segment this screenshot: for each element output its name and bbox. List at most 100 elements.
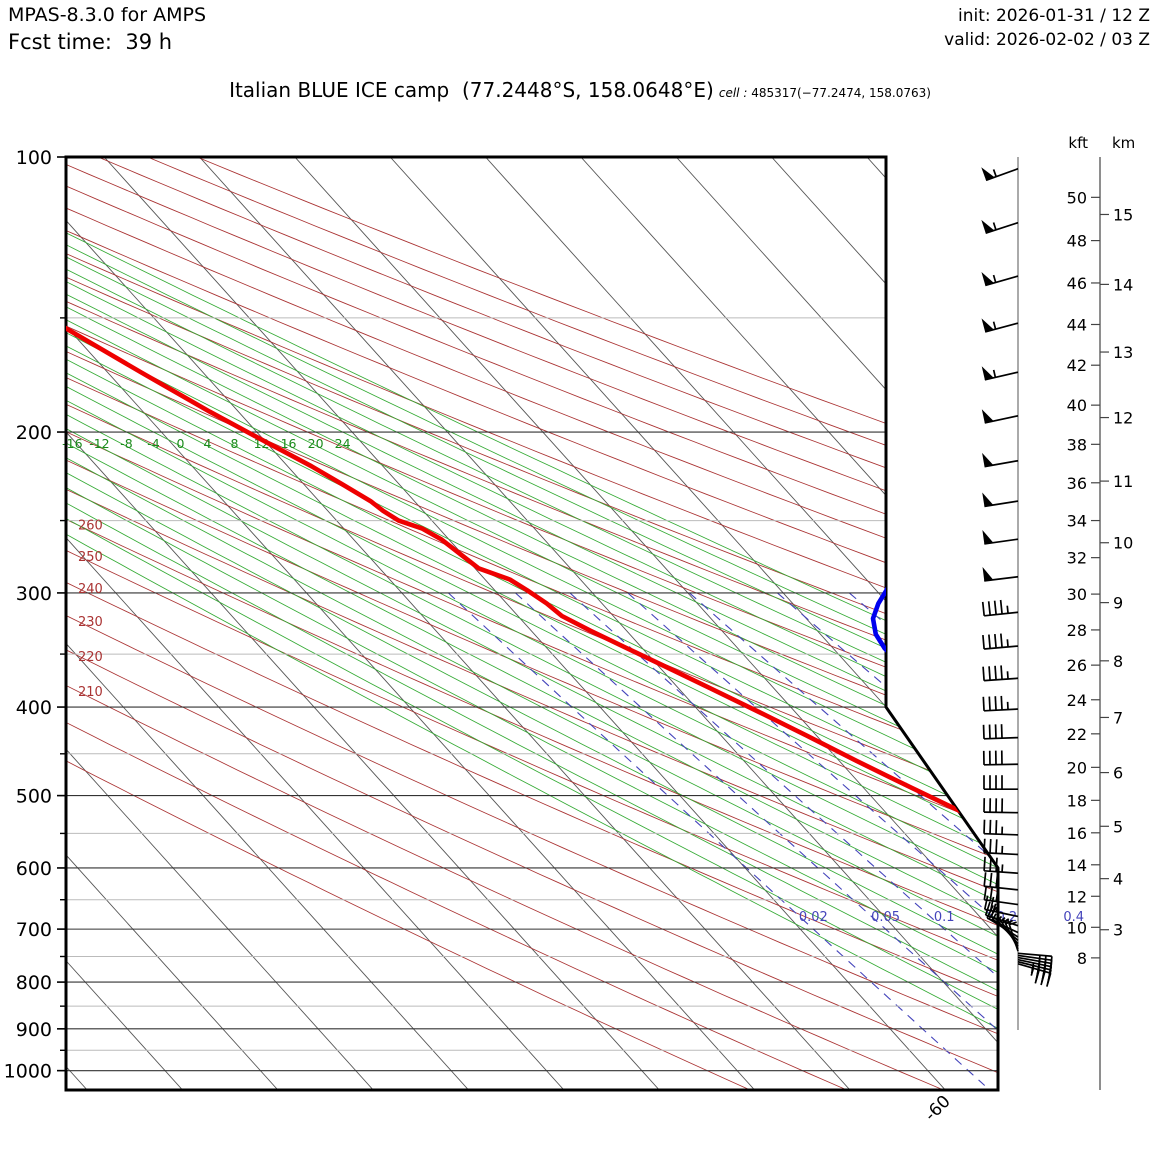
mixing-ratio-line — [689, 592, 998, 1086]
wind-barb — [983, 798, 1019, 814]
isotherm-line — [66, 157, 660, 1090]
moist-adiabat-label: -8 — [120, 436, 133, 451]
cell-separator: : — [739, 86, 752, 100]
kft-tick-label: 38 — [1067, 435, 1087, 454]
kft-tick-label: 12 — [1067, 887, 1087, 906]
moist-adiabat — [66, 157, 998, 1090]
moist-adiabat — [66, 157, 998, 1090]
kft-tick-label: 30 — [1067, 585, 1087, 604]
kft-tick-label: 8 — [1077, 949, 1087, 968]
dry-adiabat — [66, 157, 998, 1090]
pressure-tick-label: 400 — [16, 697, 52, 719]
kft-axis-label: kft — [1068, 134, 1088, 152]
dry-adiabat — [66, 157, 998, 1090]
sounding-temperature-trace — [66, 157, 998, 955]
wind-barb — [981, 271, 1019, 287]
moist-adiabat — [66, 157, 998, 1090]
wind-barb — [981, 599, 1019, 617]
wind-barb — [982, 750, 1019, 766]
wind-barb — [982, 452, 1019, 468]
sounding-dewpoint-trace — [870, 296, 998, 958]
km-tick-label: 9 — [1113, 594, 1123, 613]
isotherm-line — [66, 157, 565, 1090]
isotherm-line — [1153, 157, 1160, 1090]
plot-frame — [64, 155, 1000, 1092]
temperature-tick-label-bottom: -60 — [921, 1092, 955, 1126]
km-tick-label: 14 — [1113, 275, 1133, 294]
mixing-ratio-line — [515, 592, 998, 1086]
dry-adiabat — [66, 157, 998, 1090]
moist-adiabat — [66, 157, 998, 1090]
isotherm-line — [389, 157, 998, 1090]
cell-label: cell — [718, 86, 740, 100]
dry-adiabat — [97, 157, 998, 1090]
isotherm-line — [103, 157, 946, 1090]
wind-barb — [983, 838, 1019, 856]
moist-adiabat — [66, 157, 998, 1090]
kft-tick-label: 16 — [1067, 824, 1087, 843]
isentrope-label: 250 — [78, 550, 103, 565]
dry-adiabat — [66, 157, 998, 1090]
valid-time: valid: 2026-02-02 / 03 Z — [944, 30, 1150, 50]
dry-adiabat — [66, 157, 998, 1090]
isotherm-line — [66, 157, 851, 1090]
wind-barb — [983, 819, 1019, 836]
wind-barb — [982, 695, 1019, 712]
dry-adiabat — [66, 157, 998, 1090]
isotherm-line — [66, 157, 469, 1090]
moist-adiabat — [66, 157, 998, 1090]
moist-adiabat — [66, 157, 998, 1090]
wind-barb — [983, 872, 1019, 891]
kft-tick-label: 20 — [1067, 758, 1087, 777]
station-subtitle: Italian BLUE ICE camp (77.2448°S, 158.06… — [0, 78, 1160, 102]
isotherm-line — [580, 157, 998, 1090]
wind-barb — [981, 366, 1019, 381]
kft-tick-label: 40 — [1067, 396, 1087, 415]
station-coords: (77.2448°S, 158.0648°E) — [461, 78, 714, 102]
dry-adiabat — [66, 157, 998, 1090]
mixing-ratio-line — [569, 592, 998, 1086]
moist-adiabat-label: 24 — [335, 436, 351, 451]
kft-tick-label: 42 — [1067, 356, 1087, 375]
pressure-tick-label: 800 — [16, 972, 52, 994]
dry-adiabat — [66, 157, 998, 1090]
kft-tick-label: 22 — [1067, 725, 1087, 744]
km-tick-label: 5 — [1113, 817, 1123, 836]
mixing-ratio-label: 0.4 — [1063, 910, 1084, 925]
moist-adiabat-label: -4 — [147, 436, 160, 451]
wind-barb — [982, 633, 1019, 650]
isentrope-label: 210 — [78, 685, 103, 700]
dry-adiabat — [66, 157, 998, 1090]
cell-info: cell : 485317(−77.2474, 158.0763) — [719, 86, 931, 100]
kft-tick-label: 26 — [1067, 656, 1087, 675]
kft-tick-label: 44 — [1067, 315, 1087, 334]
kft-tick-label: 14 — [1067, 856, 1087, 875]
pressure-tick-label: 200 — [16, 422, 52, 444]
km-tick-label: 4 — [1113, 870, 1123, 889]
km-tick-label: 6 — [1113, 764, 1123, 783]
wind-barb — [983, 775, 1018, 791]
pressure-tick-label: 500 — [16, 786, 52, 808]
wind-barb — [983, 856, 1019, 875]
km-tick-label: 15 — [1113, 205, 1133, 224]
wind-barb — [983, 885, 1019, 906]
kft-tick-label: 34 — [1067, 512, 1087, 531]
init-time: init: 2026-01-31 / 12 Z — [957, 6, 1150, 26]
mixing-ratio-label: 0.1 — [934, 910, 955, 925]
wind-barb — [981, 167, 1019, 182]
moist-adiabat — [66, 157, 998, 1090]
mixing-ratio-line — [627, 592, 998, 1086]
km-tick-label: 10 — [1113, 534, 1133, 553]
isotherm-line — [66, 157, 88, 1090]
station-label: Italian BLUE ICE camp — [229, 78, 450, 102]
dry-adiabat — [66, 157, 943, 1090]
mixing-ratio-line — [1126, 593, 1160, 1086]
kft-tick-label: 46 — [1067, 274, 1087, 293]
mixing-ratio-label: 0.02 — [799, 910, 828, 925]
wind-barb-column — [981, 157, 1053, 1030]
isotherm-line — [961, 157, 998, 1090]
kft-tick-label: 36 — [1067, 474, 1087, 493]
moist-adiabat — [66, 157, 998, 1090]
kft-tick-label: 50 — [1067, 188, 1087, 207]
dry-adiabat — [196, 157, 998, 1090]
